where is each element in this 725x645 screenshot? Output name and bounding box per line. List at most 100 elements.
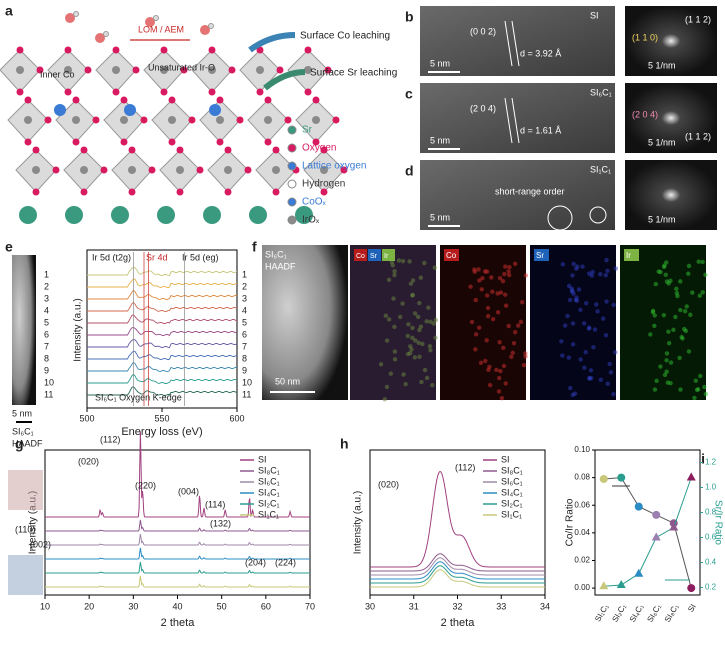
scale-text: 5 1/nm [648, 137, 676, 147]
eds-signal [477, 326, 481, 330]
oxygen-atom [101, 167, 108, 174]
eds-signal [389, 371, 393, 375]
oxygen-atom [273, 147, 280, 154]
co-atom [54, 104, 66, 116]
eds-signal [571, 393, 575, 397]
eds-signal [680, 335, 684, 339]
marker [652, 533, 661, 541]
eds-signal [420, 342, 424, 346]
ir-atom [176, 166, 184, 174]
ir-atom [80, 166, 88, 174]
eds-signal [513, 262, 517, 266]
eds-signal [511, 351, 515, 355]
eds-signal [480, 276, 484, 280]
scale-text: 50 nm [275, 376, 300, 386]
eds-signal [665, 351, 669, 355]
pattern [45, 562, 310, 573]
x-tick-label: SI₁C₁ [593, 602, 610, 623]
eds-signal [513, 330, 517, 334]
spectrum-index: 9 [44, 365, 49, 375]
eds-signal [563, 323, 567, 327]
eds-signal [428, 348, 432, 352]
eds-signal [486, 314, 490, 318]
eds-signal [662, 265, 666, 269]
panel-label: g [15, 436, 24, 452]
eds-signal [666, 329, 670, 333]
oxygen-atom [65, 89, 72, 96]
ir-atom [272, 166, 280, 174]
x-axis-label: Energy loss (eV) [121, 426, 202, 438]
eds-signal [700, 260, 704, 264]
eds-signal [401, 372, 405, 376]
x-tick-label: 30 [128, 601, 138, 611]
oxygen-atom [245, 167, 252, 174]
eds-signal [516, 323, 520, 327]
oxygen-atom [33, 189, 40, 196]
x-tick-label: 50 [217, 601, 227, 611]
oxygen-atom [25, 97, 32, 104]
peak-label: (204) [245, 557, 266, 567]
oxygen-atom [277, 67, 284, 74]
eds-signal [428, 344, 432, 348]
eds-signal [607, 362, 611, 366]
eds-signal [692, 396, 696, 400]
pattern [370, 558, 545, 575]
spectrum [87, 340, 237, 348]
panel-label: c [405, 86, 413, 102]
oxygen-atom [217, 139, 224, 146]
water-h [104, 32, 109, 37]
eds-signal [497, 376, 501, 380]
panel-label: b [405, 9, 414, 25]
spectrum-index: 1 [44, 269, 49, 279]
map-tag-label: Co [446, 251, 457, 260]
eds-signal [584, 301, 588, 305]
y2-tick-label: 1.2 [705, 458, 717, 467]
oxygen-atom [229, 67, 236, 74]
scale-text: 5 1/nm [648, 214, 676, 224]
eds-signal [393, 349, 397, 353]
legend-entry: CoOₓ [302, 197, 327, 208]
legend-entry: SI₈C₁ [258, 465, 280, 475]
eds-signal [507, 273, 511, 277]
eds-signal [422, 261, 426, 265]
eds-signal [410, 326, 414, 330]
spectrum [87, 374, 237, 383]
eds-signal [433, 336, 437, 340]
legend-entry: SI₄C₁ [258, 487, 280, 497]
eds-signal [575, 298, 579, 302]
ir-atom [256, 66, 264, 74]
y-tick-label: 0.02 [574, 556, 590, 565]
spectrum [87, 315, 237, 324]
eds-signal [664, 273, 668, 277]
legend-marker [288, 144, 296, 152]
map-tag-label: Ir [384, 253, 389, 260]
spectrum-index: 4 [44, 305, 49, 315]
panel-label: f [252, 239, 257, 255]
eds-signal [393, 357, 397, 361]
eds-signal [604, 333, 608, 337]
oxygen-atom [53, 167, 60, 174]
x-tick-label: 40 [172, 601, 182, 611]
y-tick-label: 0.08 [574, 473, 590, 482]
eds-signal [614, 266, 618, 270]
y-tick-label: 0.04 [574, 528, 590, 537]
x-tick-label: SI [686, 603, 698, 614]
spectrum-index: 1 [242, 269, 247, 279]
spectrum [87, 290, 237, 299]
peak-label: (224) [275, 557, 296, 567]
ir-atom [32, 166, 40, 174]
reaction-label: LOM / AEM [138, 24, 184, 34]
ir-atom [120, 116, 128, 124]
eds-signal [684, 329, 688, 333]
oxygen-atom [257, 89, 264, 96]
eds-signal [675, 294, 679, 298]
eds-signal [606, 381, 610, 385]
eds-signal [605, 269, 609, 273]
eds-signal [667, 341, 671, 345]
eds-signal [598, 272, 602, 276]
legend-entry: SI₂C₁ [501, 498, 523, 508]
oxygen-atom [225, 147, 232, 154]
water-h [209, 24, 214, 29]
oxygen-atom [17, 47, 24, 54]
pattern [45, 534, 310, 545]
